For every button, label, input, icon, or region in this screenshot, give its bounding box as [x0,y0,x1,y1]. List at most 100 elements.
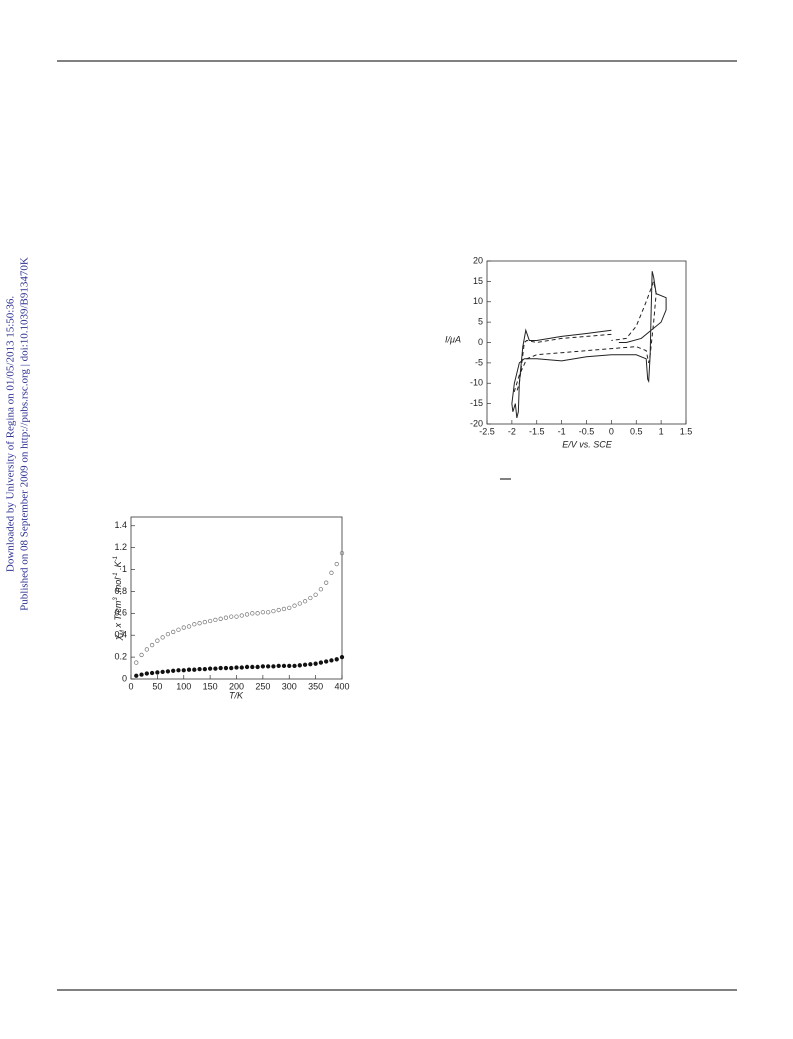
data-point [260,664,266,669]
data-point [176,668,181,673]
y-tick-label: -15 [470,398,483,408]
x-tick-label: 0 [609,426,614,436]
data-point [287,663,292,669]
data-point [276,607,281,613]
data-point [329,570,334,575]
y-tick-label: 20 [473,255,483,265]
x-tick-label: 200 [229,681,244,691]
y-tick-label: -5 [475,357,483,367]
data-point [218,616,223,621]
data-point [324,659,329,664]
data-point [181,625,186,630]
data-point [202,619,208,625]
plot-frame [486,260,687,425]
data-point [308,662,313,667]
cv-curve [511,271,667,419]
x-tick-label: 1 [659,426,664,436]
data-point [160,669,165,675]
y-tick-label: 0.8 [114,586,127,596]
data-point [202,666,208,672]
data-point [244,612,250,617]
data-point [144,671,149,676]
y-tick-label: -20 [470,418,483,428]
y-axis-label: I/μA [445,334,461,344]
data-point [318,587,324,592]
data-point [255,664,260,670]
data-point [186,624,192,629]
x-axis-label: E/V vs. SCE [562,439,613,449]
data-point [318,660,324,665]
data-point [260,610,266,615]
plot-frame [130,516,343,680]
watermark-line: Downloaded by University of Regina on 01… [5,296,17,572]
y-tick-label: 0.4 [114,630,127,640]
y-axis-label-part: -1 [113,572,119,577]
data-point [149,642,155,648]
data-point [223,665,229,671]
y-tick-label: 0.2 [114,651,127,661]
data-point [308,595,313,601]
data-point [213,666,218,671]
x-tick-label: -2 [508,426,516,436]
data-point [197,621,202,626]
data-point [281,663,287,669]
y-tick-label: 5 [478,317,483,327]
data-point [160,635,165,640]
x-tick-label: 0.5 [630,426,643,436]
data-point [171,629,176,635]
data-point [276,663,281,669]
x-tick-label: -1.5 [529,426,545,436]
data-point [181,668,186,673]
watermark-line: Published on 08 September 2009 on http:/… [19,257,31,611]
y-tick-label: 1.4 [114,520,127,530]
data-point [176,627,181,632]
y-axis-label-part: -1 [113,556,119,561]
y-axis-label-part: χ [113,634,123,641]
x-tick-label: 150 [203,681,218,691]
x-tick-label: -0.5 [579,426,595,436]
y-tick-label: 15 [473,276,483,286]
data-point [144,647,149,652]
data-point [297,663,302,668]
data-point [287,605,292,611]
y-axis-label: χM x T/cm3 .mol-1 .K-1 [113,556,126,641]
data-point [339,550,345,556]
x-tick-label: 300 [282,681,297,691]
data-point [234,614,239,619]
data-point [192,667,197,672]
data-point [266,610,271,615]
data-point [313,661,318,666]
y-tick-label: 10 [473,296,483,306]
data-point [218,665,223,671]
y-axis-label-part: x T/cm [113,600,123,630]
data-point [313,592,318,597]
data-point [229,614,234,619]
x-tick-label: 400 [334,681,349,691]
y-tick-label: 0.6 [114,608,127,618]
data-point [271,664,276,669]
y-axis-label-part: 3 [113,597,119,601]
data-point [250,611,255,616]
y-tick-label: 0 [478,337,483,347]
data-point [239,665,244,670]
data-point [155,638,160,643]
x-axis-label: T/K [229,690,244,700]
data-point [207,618,213,624]
y-tick-label: 1.2 [114,542,127,552]
x-tick-label: 50 [152,681,162,691]
data-point [192,622,197,627]
data-point [139,652,144,658]
data-point [255,611,260,616]
y-tick-label: 0 [122,673,127,683]
data-point [266,664,271,669]
y-axis-label-part: .mol [113,577,123,598]
data-point [134,673,139,678]
data-point [302,599,308,604]
data-point [134,660,139,665]
data-point [171,668,176,673]
data-point [324,580,329,585]
data-point [334,561,339,567]
cv-curve [513,279,657,392]
data-point [165,669,171,674]
